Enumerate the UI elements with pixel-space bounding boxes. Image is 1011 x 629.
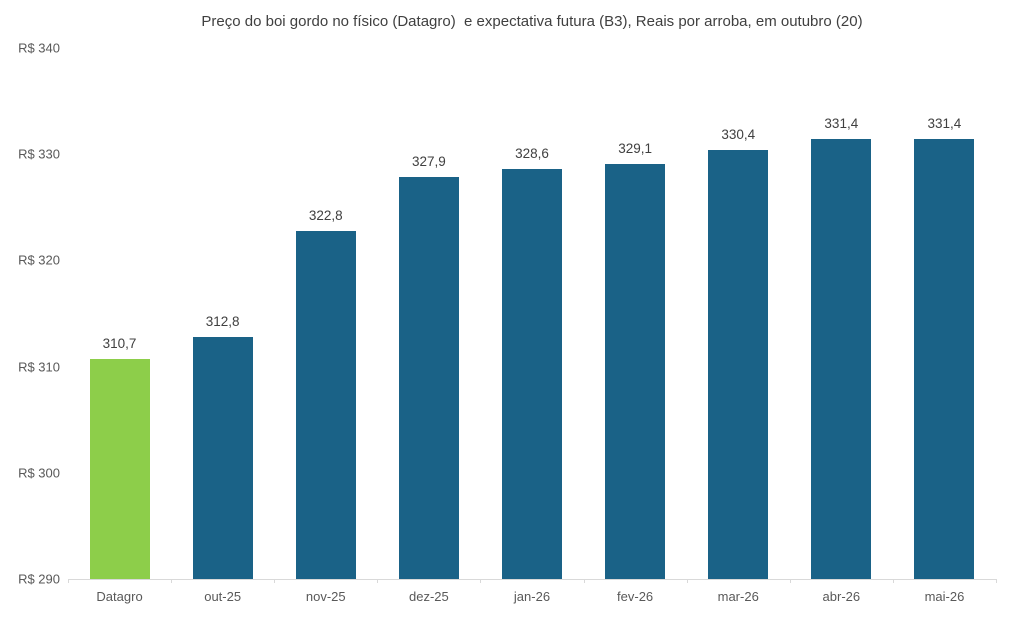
y-axis-tick-label: R$ 290 [18,571,60,587]
bar-fev-26 [605,163,666,579]
x-axis-label: dez-25 [409,589,449,604]
x-axis-tick-mark [686,579,688,583]
bar-dez-25 [398,176,459,579]
bar-mai-26 [914,139,975,579]
x-axis-line [68,579,996,580]
bar-mar-26 [708,149,769,579]
x-axis-tick-mark [789,579,791,583]
x-axis-tick-mark [892,579,894,583]
bar-value-label: 330,4 [721,126,756,142]
bar-value-label: 331,4 [824,116,859,132]
x-axis-tick-mark [171,579,173,583]
x-axis-label: out-25 [204,589,242,604]
x-axis-label: abr-26 [822,589,861,604]
bar-value-label: 312,8 [205,313,240,329]
bar-value-label: 331,4 [927,116,962,132]
x-axis-label: mar-26 [717,589,759,604]
bar-jan-26 [502,169,562,579]
x-axis-tick-mark [996,579,997,583]
bar-value-label: 328,6 [515,146,549,162]
y-axis-tick-label: R$ 300 [18,465,60,481]
bar-nov-25 [295,230,356,579]
y-axis-tick-label: R$ 330 [18,146,60,162]
bar-value-label: 322,8 [308,207,343,223]
x-axis-tick-mark [377,579,379,583]
bar-out-25 [192,336,253,579]
y-axis-tick-label: R$ 310 [18,359,60,375]
x-axis-label: jan-26 [513,589,551,604]
chart-title: Preço do boi gordo no físico (Datagro) e… [201,13,863,30]
bar-datagro [89,359,150,579]
bar-abr-26 [811,139,872,579]
bar-value-label: 327,9 [411,153,446,169]
x-axis-tick-mark [68,579,69,583]
x-axis-tick-mark [480,579,482,583]
y-axis-tick-label: R$ 340 [18,40,60,56]
x-axis-label: nov-25 [305,589,346,604]
x-axis-tick-mark [274,579,276,583]
bar-value-label: 329,1 [618,140,652,156]
bar-value-label: 310,7 [102,336,137,352]
x-axis-label: Datagro [96,589,143,604]
x-axis-tick-mark [583,579,585,583]
y-axis-tick-label: R$ 320 [18,252,60,268]
x-axis-label: mai-26 [924,589,965,604]
x-axis-label: fev-26 [617,589,654,604]
